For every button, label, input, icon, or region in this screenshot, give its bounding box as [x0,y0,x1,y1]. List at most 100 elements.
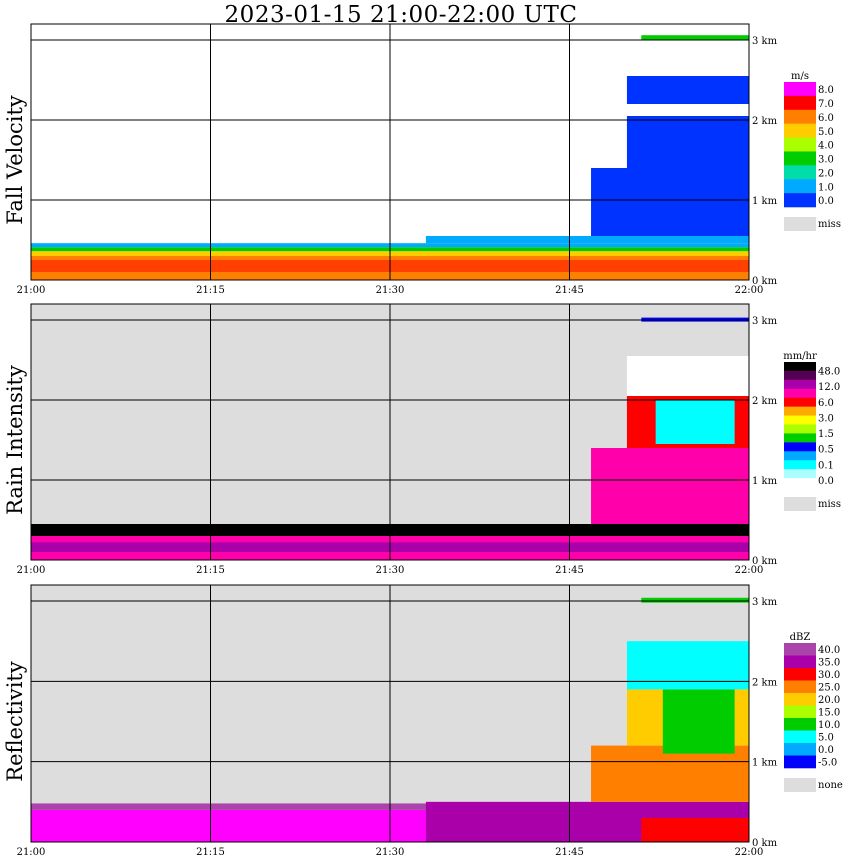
legend-swatch [784,179,816,194]
legend-swatch [784,643,816,656]
legend-swatch [784,109,816,124]
legend-label: 5.0 [818,733,834,744]
legend-label: -5.0 [818,758,837,769]
legend-swatch [784,362,816,372]
legend-swatch [784,424,816,434]
legend-label: 2.0 [818,168,834,179]
legend-label: 48.0 [818,367,840,378]
legend-label: 0.0 [818,745,834,756]
legend-missing-swatch [784,497,816,511]
legend-swatch [784,379,816,390]
plot-frame [30,303,750,561]
legend-swatch [784,388,816,399]
legend-swatch [784,478,816,488]
legend-swatch [784,460,816,470]
legend-label: 40.0 [818,645,840,656]
legend-swatch [784,95,816,111]
legend-label: 1.5 [818,429,834,440]
legend-swatch [784,655,816,669]
legend-swatch [784,755,816,769]
legend-label: 15.0 [818,708,840,719]
x-tick-label: 21:00 [17,847,46,858]
legend-label: 6.0 [818,113,834,124]
x-tick-label: 21:30 [376,285,405,296]
legend-label: 4.0 [818,141,834,152]
data-layer [662,689,735,754]
legend-unit: dBZ [790,632,811,643]
x-tick-label: 21:30 [376,847,405,858]
legend-label: 6.0 [818,398,834,409]
y-tick-label: 2 km [752,396,778,407]
y-tick-label: 3 km [752,597,778,608]
data-layer [641,597,749,603]
legend-missing-label: none [818,780,843,791]
legend-label: 7.0 [818,99,834,110]
legend-swatch [784,151,816,166]
legend-label: 12.0 [818,382,840,393]
legend-unit: m/s [791,71,809,82]
y-tick-label: 0 km [752,276,778,287]
x-tick-label: 21:45 [555,847,584,858]
x-tick-label: 21:45 [555,285,584,296]
y-tick-label: 0 km [752,838,778,849]
y-tick-label: 1 km [752,476,778,487]
y-axis-label: Fall Velocity [3,95,27,225]
x-tick-label: 21:00 [17,285,46,296]
legend-label: 0.1 [818,460,834,471]
legend-missing-label: miss [818,219,841,230]
legend-label: 25.0 [818,683,840,694]
legend-swatch [784,718,816,731]
x-tick-label: 21:45 [555,565,584,576]
legend-swatch [784,743,816,756]
data-layer [425,236,749,244]
data-layer [591,745,749,802]
x-tick-label: 22:00 [735,847,764,858]
x-tick-label: 22:00 [735,285,764,296]
legend-label: 3.0 [818,413,834,424]
legend-swatch [784,415,816,425]
data-layer [655,400,735,444]
legend-label: 0.5 [818,445,834,456]
data-layer [626,116,749,168]
legend-label: 1.0 [818,182,834,193]
y-tick-label: 2 km [752,116,778,127]
legend-label: 3.0 [818,155,834,166]
legend-swatch [784,668,816,681]
data-layer [626,356,749,396]
data-layer [626,76,749,104]
legend-label: 30.0 [818,670,840,681]
legend-swatch [784,730,816,744]
legend-swatch [784,165,816,180]
data-layer [591,448,749,524]
legend-missing-swatch [784,778,816,792]
legend-swatch [784,406,816,416]
legend-swatch [784,469,816,479]
y-tick-label: 1 km [752,758,778,769]
legend-swatch [784,82,816,97]
legend-missing-label: miss [818,499,841,510]
legend-swatch [784,137,816,152]
legend-swatch [784,680,816,694]
y-tick-label: 1 km [752,196,778,207]
legend-swatch [784,397,816,407]
legend-swatch [784,123,816,138]
legend-swatch [784,433,816,443]
x-tick-label: 21:30 [376,565,405,576]
data-layer [591,168,749,236]
y-tick-label: 3 km [752,316,778,327]
legend-swatch [784,370,816,381]
legend-swatch [784,451,816,461]
x-tick-label: 21:15 [196,847,225,858]
x-tick-label: 21:15 [196,285,225,296]
plot-frame [30,584,750,843]
y-tick-label: 3 km [752,36,778,47]
plot-frame [30,23,750,281]
legend-swatch [784,705,816,719]
data-layer [626,641,749,690]
legend-label: 35.0 [818,658,840,669]
y-axis-label: Rain Intensity [3,365,27,515]
legend-label: 5.0 [818,127,834,138]
legend-label: 10.0 [818,720,840,731]
data-layer [641,817,749,842]
y-tick-label: 2 km [752,677,778,688]
